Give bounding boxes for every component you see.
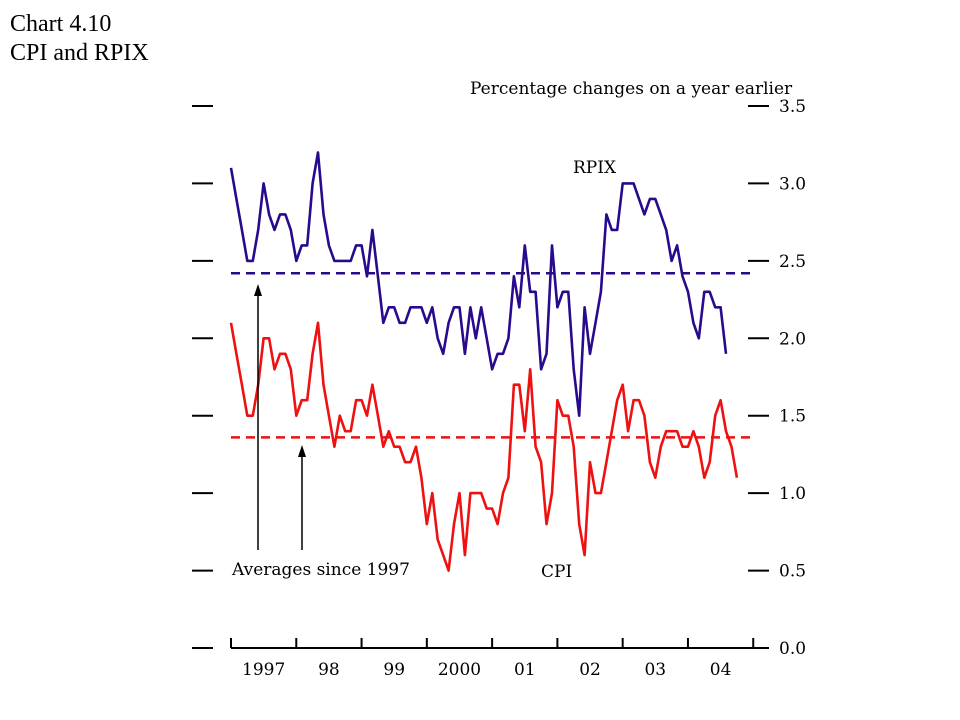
y-tick-label: 0.0 bbox=[779, 639, 806, 659]
y-tick-label: 3.0 bbox=[779, 174, 806, 194]
averages-annotation: Averages since 1997 bbox=[231, 284, 410, 580]
x-axis: 1997 98 99 2000 01 02 03 04 bbox=[230, 638, 755, 680]
x-tick-label: 98 bbox=[318, 660, 340, 680]
rpix-line bbox=[229, 151, 728, 418]
x-tick-label: 03 bbox=[644, 660, 666, 680]
y-tick-label: 1.0 bbox=[779, 484, 806, 504]
rpix-series-label: RPIX bbox=[573, 158, 617, 178]
x-tick-label: 2000 bbox=[438, 660, 481, 680]
chart-number: Chart 4.10 bbox=[10, 11, 112, 37]
cpi-line bbox=[229, 321, 739, 572]
chart-name: CPI and RPIX bbox=[10, 40, 149, 66]
left-axis-ticks bbox=[192, 105, 213, 649]
average-lines bbox=[231, 271, 752, 439]
x-tick-label: 01 bbox=[514, 660, 536, 680]
x-tick-label: 04 bbox=[710, 660, 732, 680]
right-axis: 0.0 0.5 1.0 1.5 2.0 2.5 3.0 3.5 bbox=[748, 97, 806, 659]
x-tick-label: 02 bbox=[579, 660, 601, 680]
cpi-series-label: CPI bbox=[541, 562, 572, 582]
y-tick-label: 2.0 bbox=[779, 329, 806, 349]
cpi-average-arrowhead bbox=[298, 445, 306, 457]
x-tick-label: 99 bbox=[383, 660, 405, 680]
y-tick-label: 3.5 bbox=[779, 97, 806, 117]
chart-subtitle: Percentage changes on a year earlier bbox=[470, 79, 793, 99]
x-tick-label: 1997 bbox=[242, 660, 285, 680]
y-tick-label: 1.5 bbox=[779, 407, 806, 427]
y-tick-label: 0.5 bbox=[779, 562, 806, 582]
rpix-average-arrowhead bbox=[254, 284, 262, 296]
chart-title: Chart 4.10 CPI and RPIX bbox=[10, 10, 149, 68]
y-tick-label: 2.5 bbox=[779, 252, 806, 272]
series-lines bbox=[229, 151, 739, 572]
averages-label: Averages since 1997 bbox=[231, 560, 410, 580]
